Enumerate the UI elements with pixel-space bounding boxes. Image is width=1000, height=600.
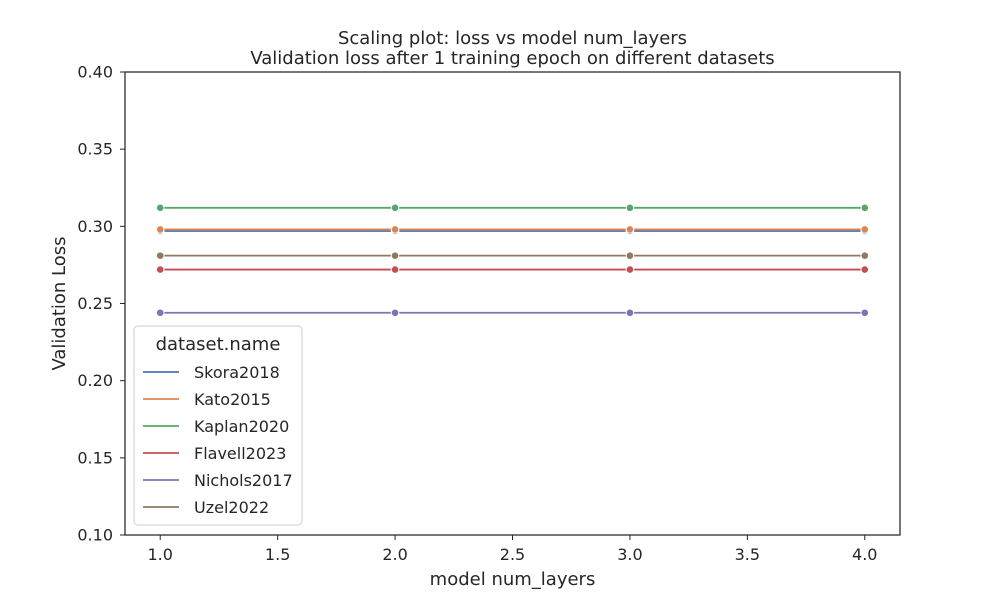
legend: dataset.name Skora2018 Kato2015 Kaplan2020…: [133, 325, 303, 526]
data-point: [625, 308, 635, 318]
legend-label: Flavell2023: [194, 444, 286, 463]
y-tick-label: 0.20: [77, 371, 113, 390]
legend-label: Kato2015: [194, 390, 271, 409]
data-point: [155, 225, 165, 234]
data-point: [625, 265, 635, 274]
data-point: [625, 225, 635, 234]
x-tick-label: 2.0: [382, 545, 407, 564]
data-point: [860, 251, 870, 260]
y-tick-label: 0.40: [77, 63, 113, 82]
data-point: [155, 203, 165, 213]
data-point: [860, 203, 870, 213]
legend-items: Skora2018 Kato2015 Kaplan2020 Flavell2023 Ni…: [143, 363, 293, 517]
x-tick-label: 4.0: [852, 545, 877, 564]
y-tick-label: 0.25: [77, 294, 113, 313]
legend-label: Nichols2017: [194, 471, 293, 490]
data-point: [390, 251, 400, 260]
x-axis-label: model num_layers: [430, 569, 596, 590]
legend-label: Kaplan2020: [194, 417, 289, 436]
series-kato2015: [155, 225, 870, 234]
data-point: [155, 265, 165, 274]
data-point: [155, 251, 165, 260]
chart-title: Scaling plot: loss vs model num_layers: [338, 28, 687, 49]
legend-item: Flavell2023: [143, 444, 286, 463]
series-nichols2017: [155, 308, 870, 318]
y-tick-label: 0.30: [77, 217, 113, 236]
legend-title: dataset.name: [156, 334, 281, 355]
data-point: [860, 225, 870, 234]
x-axis-ticks: 1.0 1.5 2.0 2.5 3.0 3.5 4.0: [148, 535, 877, 564]
y-axis-label: Validation Loss: [49, 236, 70, 370]
data-point: [860, 265, 870, 274]
data-point: [390, 308, 400, 318]
y-tick-label: 0.15: [77, 448, 113, 467]
data-point: [625, 203, 635, 213]
data-point: [390, 265, 400, 274]
legend-item: Kato2015: [143, 390, 271, 409]
x-tick-label: 3.0: [617, 545, 642, 564]
legend-label: Uzel2022: [194, 498, 269, 517]
y-tick-label: 0.35: [77, 140, 113, 159]
data-point: [390, 203, 400, 213]
x-tick-label: 1.5: [265, 545, 290, 564]
data-point: [860, 308, 870, 318]
series-layer: [155, 203, 870, 318]
legend-item: Nichols2017: [143, 471, 293, 490]
series-flavell2023: [155, 265, 870, 274]
legend-item: Skora2018: [143, 363, 280, 382]
chart-subtitle: Validation loss after 1 training epoch o…: [250, 48, 774, 69]
legend-item: Kaplan2020: [143, 417, 289, 436]
x-tick-label: 3.5: [735, 545, 760, 564]
x-tick-label: 1.0: [148, 545, 173, 564]
series-uzel2022: [155, 251, 870, 260]
data-point: [155, 308, 165, 318]
data-point: [625, 251, 635, 260]
data-point: [390, 225, 400, 234]
plot-frame: [124, 71, 901, 536]
legend-label: Skora2018: [194, 363, 280, 382]
y-tick-label: 0.10: [77, 526, 113, 545]
series-kaplan2020: [155, 203, 870, 213]
x-tick-label: 2.5: [500, 545, 525, 564]
legend-box: [133, 325, 303, 526]
legend-item: Uzel2022: [143, 498, 269, 517]
y-axis-ticks: 0.10 0.15 0.20 0.25 0.30 0.35 0.40: [77, 63, 125, 545]
